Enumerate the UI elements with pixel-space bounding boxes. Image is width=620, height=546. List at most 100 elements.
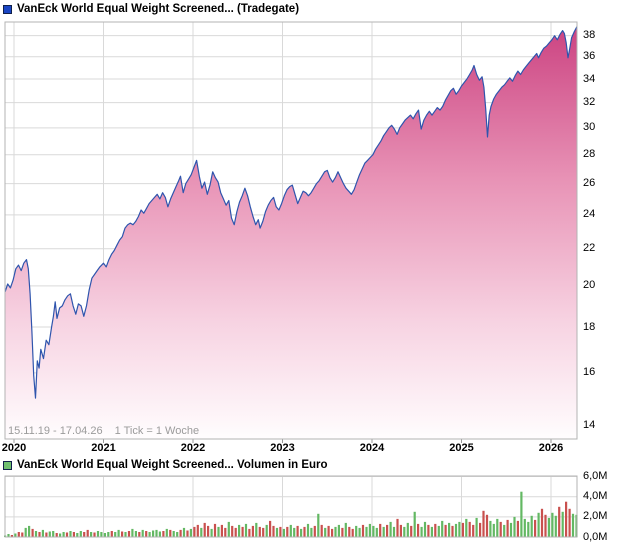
volume-bar — [523, 518, 526, 537]
volume-bar — [406, 522, 409, 537]
volume-bar — [231, 525, 234, 537]
volume-bar — [506, 519, 509, 537]
volume-bar — [158, 531, 161, 537]
price-tick-label: 16 — [583, 366, 596, 379]
volume-bar — [534, 519, 537, 537]
year-tick-label: 2026 — [538, 442, 564, 454]
volume-bar — [403, 526, 406, 537]
price-series-swatch-icon — [3, 4, 12, 14]
volume-bar — [72, 532, 75, 537]
volume-bar — [282, 528, 285, 537]
volume-bar — [358, 527, 361, 537]
price-chart-title: VanEck World Equal Weight Screened... (T… — [17, 3, 300, 15]
volume-bar — [313, 525, 316, 537]
volume-bar — [224, 527, 227, 537]
volume-bar — [410, 525, 413, 537]
price-line — [4, 26, 578, 399]
volume-bar — [14, 533, 17, 537]
volume-bar — [114, 532, 117, 537]
volume-bar — [368, 523, 371, 537]
volume-bar — [551, 512, 554, 537]
volume-bar — [138, 532, 141, 537]
volume-bar — [227, 521, 230, 537]
volume-bar — [413, 511, 416, 537]
volume-bar — [10, 535, 13, 537]
volume-bar — [117, 529, 120, 537]
volume-bar — [479, 522, 482, 537]
volume-bar — [86, 529, 89, 537]
volume-bar — [182, 527, 186, 537]
volume-bar — [48, 531, 51, 537]
volume-bar — [365, 526, 368, 537]
volume-bar — [337, 524, 340, 537]
volume-bar — [262, 527, 265, 537]
volume-bar — [355, 525, 358, 537]
price-tick-label: 18 — [583, 320, 596, 333]
volume-bar — [441, 520, 444, 537]
volume-bar — [196, 524, 199, 537]
volume-bar — [331, 528, 334, 537]
volume-bar — [179, 529, 182, 537]
volume-bar — [554, 515, 557, 537]
price-plot-border — [4, 21, 578, 440]
volume-bar — [547, 517, 550, 537]
volume-bar — [244, 523, 248, 537]
volume-bar — [272, 525, 275, 537]
volume-bar — [530, 515, 533, 537]
volume-chart-header: VanEck World Equal Weight Screened... Vo… — [3, 458, 328, 472]
volume-bar — [458, 521, 461, 537]
volume-bar — [220, 524, 223, 537]
volume-bar — [172, 531, 175, 537]
price-tick-label: 24 — [583, 208, 596, 221]
volume-bar — [217, 526, 220, 537]
volume-bar — [324, 527, 327, 537]
volume-bar — [303, 526, 306, 537]
volume-tick-label: 2,0M — [583, 510, 608, 523]
volume-bar — [451, 525, 454, 537]
volume-bar — [93, 532, 96, 537]
volume-bar — [527, 521, 530, 537]
volume-bar — [248, 528, 251, 537]
volume-bar — [306, 523, 310, 537]
volume-bar — [293, 527, 296, 537]
volume-plot-border — [4, 475, 578, 538]
volume-bar — [379, 523, 382, 537]
volume-bar — [344, 522, 347, 537]
volume-bar — [269, 520, 272, 537]
volume-bar — [38, 532, 41, 537]
volume-bar — [65, 532, 69, 537]
volume-bar — [200, 527, 203, 537]
volume-bar — [121, 531, 124, 537]
volume-bar — [396, 518, 399, 537]
volume-bar — [186, 530, 189, 537]
volume-bar — [17, 532, 20, 537]
volume-bar — [565, 501, 568, 537]
volume-bar — [348, 526, 351, 537]
volume-bar — [79, 531, 82, 537]
volume-bar — [448, 522, 451, 537]
volume-bar — [41, 529, 44, 537]
volume-bar — [165, 528, 168, 537]
volume-bar — [289, 524, 292, 537]
volume-bar — [420, 526, 423, 537]
volume-bar — [258, 526, 261, 537]
volume-bar — [59, 533, 62, 537]
volume-bar — [62, 532, 65, 537]
volume-bar — [475, 517, 478, 537]
year-tick-label: 2022 — [180, 442, 206, 454]
volume-bar — [461, 522, 464, 537]
volume-bar — [145, 531, 148, 537]
volume-bar — [286, 526, 289, 537]
volume-bar — [389, 521, 392, 537]
volume-tick-label: 4,0M — [583, 490, 608, 503]
volume-bar — [210, 528, 213, 537]
volume-bar — [430, 526, 433, 537]
volume-bar — [386, 524, 389, 537]
volume-bar — [148, 532, 151, 537]
volume-tick-label: 0,0M — [583, 530, 608, 543]
volume-bar — [437, 525, 440, 537]
volume-bar — [28, 525, 31, 537]
volume-bar — [544, 514, 547, 537]
